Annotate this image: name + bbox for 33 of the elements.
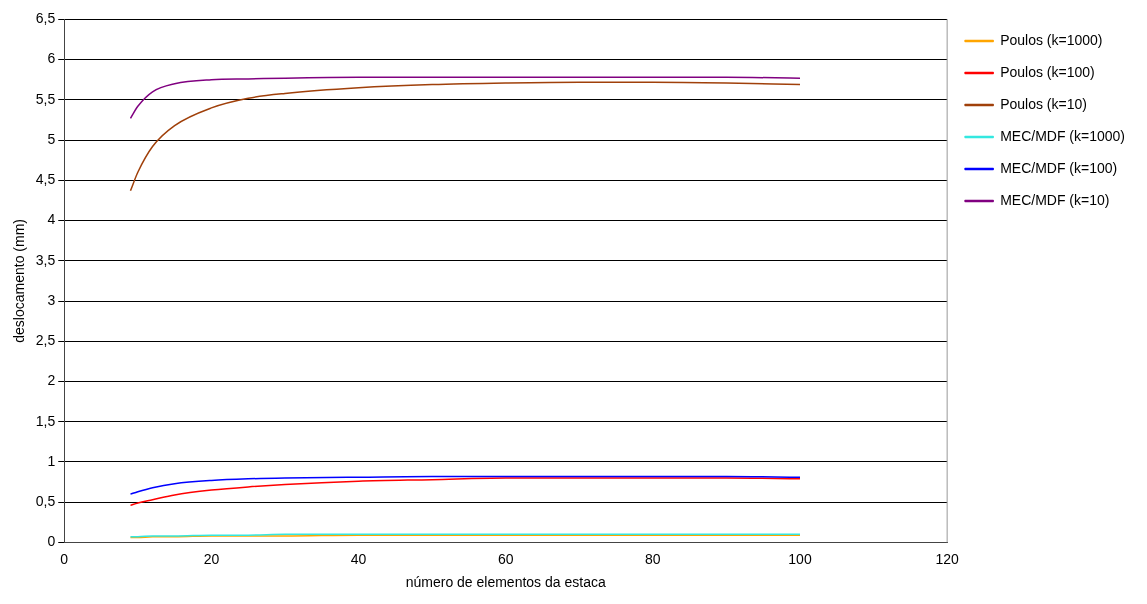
legend-label: MEC/MDF (k=10) xyxy=(1000,191,1110,208)
x-tick-label: 100 xyxy=(788,550,812,567)
legend-label: MEC/MDF (k=1000) xyxy=(1000,127,1125,144)
y-tick-label: 2,5 xyxy=(35,332,56,349)
y-tick-label: 6 xyxy=(47,50,56,67)
legend-label: Poulos (k=100) xyxy=(1000,63,1095,80)
x-tick-label: 120 xyxy=(935,550,960,567)
y-tick-label: 1,5 xyxy=(35,412,56,429)
y-tick-label: 2 xyxy=(47,372,56,389)
y-tick-label: 3,5 xyxy=(35,251,56,268)
x-tick-label: 0 xyxy=(60,550,69,567)
y-axis-title: deslocamento (mm) xyxy=(11,219,28,343)
legend-label: Poulos (k=1000) xyxy=(1000,31,1103,48)
y-tick-label: 5,5 xyxy=(35,90,56,107)
y-tick-label: 0 xyxy=(47,533,56,550)
legend-label: MEC/MDF (k=100) xyxy=(1000,159,1118,176)
line-series xyxy=(129,76,801,120)
y-tick-label: 4 xyxy=(47,211,56,228)
line-series xyxy=(129,81,801,192)
x-tick-label: 40 xyxy=(350,550,367,567)
y-tick-label: 1 xyxy=(47,452,56,469)
x-tick-label: 60 xyxy=(497,550,514,567)
y-tick-label: 3 xyxy=(47,291,56,308)
y-tick-label: 0,5 xyxy=(35,493,56,510)
legend-label: Poulos (k=10) xyxy=(1000,95,1087,112)
line-series xyxy=(129,475,801,495)
y-tick-label: 5 xyxy=(47,130,56,147)
y-tick-label: 4,5 xyxy=(35,171,56,188)
x-tick-label: 80 xyxy=(645,550,661,567)
line-series xyxy=(129,477,801,507)
y-tick-label: 6,5 xyxy=(35,10,56,27)
x-axis-title: número de elementos da estaca xyxy=(405,574,606,591)
x-tick-label: 20 xyxy=(203,550,220,567)
